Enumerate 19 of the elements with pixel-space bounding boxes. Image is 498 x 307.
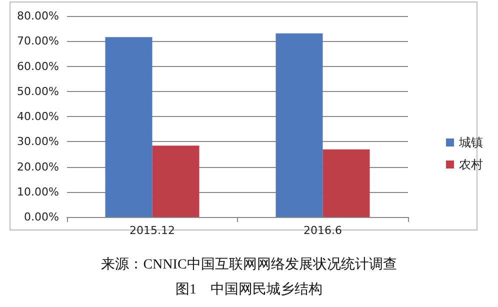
y-tick-label: 70.00% (17, 34, 59, 48)
bar (152, 146, 200, 217)
y-tick-label: 0.00% (24, 210, 59, 224)
y-tick-label: 80.00% (17, 10, 59, 22)
legend-label: 农村 (459, 158, 483, 172)
legend-label: 城镇 (458, 136, 483, 150)
y-tick-label: 20.00% (17, 160, 59, 174)
bar (105, 37, 152, 217)
y-tick-label: 50.00% (17, 84, 59, 98)
bar (276, 33, 323, 217)
y-tick-label: 60.00% (17, 60, 59, 73)
bar (322, 149, 370, 217)
source-note: 来源：CNNIC中国互联网网络发展状况统计调查 (101, 256, 397, 272)
caption: 图1 中国网民城乡结构 (176, 282, 322, 298)
x-tick-label: 2016.6 (304, 224, 342, 237)
y-tick-label: 30.00% (17, 135, 59, 148)
x-tick-label: 2015.12 (130, 224, 175, 237)
y-tick-label: 40.00% (17, 110, 59, 123)
y-tick-label: 10.00% (17, 185, 59, 198)
